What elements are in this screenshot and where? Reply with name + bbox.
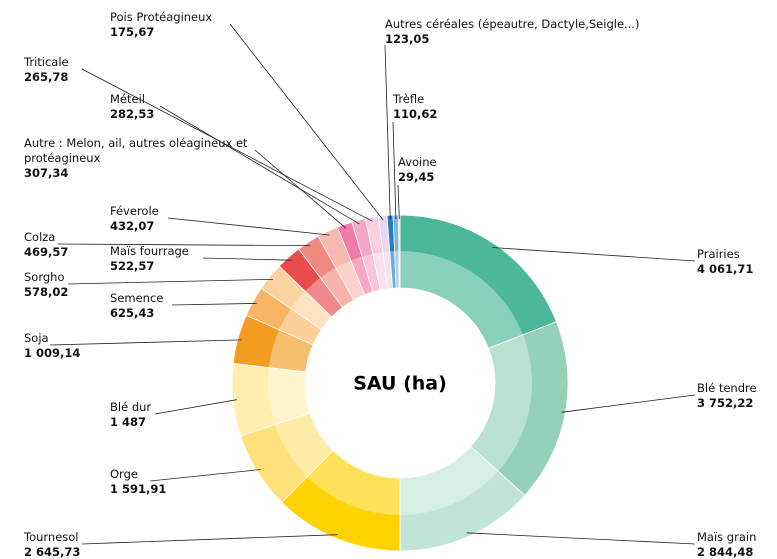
value-label: 578,02 [24, 285, 69, 299]
value-label: 29,45 [398, 170, 435, 184]
slice-label: Féverole 432,07 [110, 204, 230, 234]
value-label: 123,05 [385, 32, 430, 46]
leader-line [392, 121, 397, 220]
category-name: Maïs fourrage [110, 244, 189, 258]
leader-line [397, 184, 400, 220]
value-label: 1 591,91 [110, 482, 167, 496]
leader-line [171, 302, 257, 306]
leader-line [492, 247, 696, 262]
slice-label: Prairies 4 061,71 [697, 247, 777, 277]
category-name: Méteil [110, 92, 145, 106]
category-name: Orge [110, 467, 138, 481]
value-label: 4 061,71 [697, 262, 754, 276]
leader-line [81, 68, 373, 222]
value-label: 3 752,22 [697, 396, 754, 410]
slice-label: Autre : Melon, ail, autres oléagineux et… [24, 136, 264, 181]
leader-line [57, 243, 311, 247]
leader-line [159, 105, 360, 225]
slice-label: Tournesol 2 645,73 [24, 530, 144, 559]
category-name: Autre : Melon, ail, autres oléagineux et… [24, 136, 248, 165]
category-name: Triticale [24, 55, 69, 69]
slice-label: Trèfle 110,62 [393, 92, 473, 122]
slice-label: Semence 625,43 [110, 291, 230, 321]
leader-line [149, 469, 261, 482]
category-name: Semence [110, 291, 164, 305]
chart-title: SAU (ha) [353, 373, 447, 395]
category-name: Autres céréales (épeautre, Dactyle,Seigl… [385, 17, 640, 31]
slice-label: Avoine 29,45 [398, 155, 478, 185]
value-label: 432,07 [110, 219, 155, 233]
slice-label: Blé dur 1 487 [110, 400, 230, 430]
category-name: Blé dur [110, 400, 152, 414]
leader-line [67, 278, 273, 285]
category-name: Féverole [110, 204, 159, 218]
value-label: 2 645,73 [24, 545, 81, 559]
category-name: Prairies [697, 247, 740, 261]
slice-label: Maïs grain 2 844,48 [697, 530, 777, 559]
value-label: 175,67 [110, 25, 155, 39]
category-name: Trèfle [393, 92, 425, 106]
category-name: Tournesol [24, 530, 79, 544]
slice-label: Maïs fourrage 522,57 [110, 244, 230, 274]
leader-line [561, 394, 696, 413]
value-label: 110,62 [393, 107, 438, 121]
slice-label: Sorgho 578,02 [24, 270, 144, 300]
leader-line [229, 23, 384, 221]
leader-line [81, 534, 338, 545]
category-name: Pois Protéagineux [110, 10, 213, 24]
slice-label: Blé tendre 3 752,22 [697, 381, 777, 411]
category-name: Avoine [398, 155, 437, 169]
leader-line [49, 339, 242, 346]
value-label: 265,78 [24, 70, 69, 84]
donut-slice [470, 321, 569, 496]
value-label: 307,34 [24, 166, 69, 180]
slice-label: Pois Protéagineux 175,67 [110, 10, 240, 40]
slice-label: Méteil 282,53 [110, 92, 230, 122]
slice-label: Orge 1 591,91 [110, 467, 230, 497]
leader-line [202, 257, 292, 261]
value-label: 1 009,14 [24, 346, 81, 360]
category-name: Blé tendre [697, 381, 757, 395]
leader-line [466, 532, 696, 545]
value-label: 469,57 [24, 245, 69, 259]
slice-label: Triticale 265,78 [24, 55, 144, 85]
category-name: Soja [24, 331, 49, 345]
leader-line [154, 399, 237, 415]
leader-line [384, 44, 391, 220]
slice-label: Autres céréales (épeautre, Dactyle,Seigl… [385, 17, 685, 47]
category-name: Sorgho [24, 270, 65, 284]
value-label: 2 844,48 [697, 545, 754, 559]
value-label: 282,53 [110, 107, 155, 121]
category-name: Maïs grain [697, 530, 757, 544]
leader-line [167, 217, 330, 236]
value-label: 625,43 [110, 306, 155, 320]
value-label: 522,57 [110, 259, 155, 273]
category-name: Colza [24, 230, 56, 244]
slice-label: Colza 469,57 [24, 230, 144, 260]
slice-label: Soja 1 009,14 [24, 331, 144, 361]
value-label: 1 487 [110, 415, 147, 429]
